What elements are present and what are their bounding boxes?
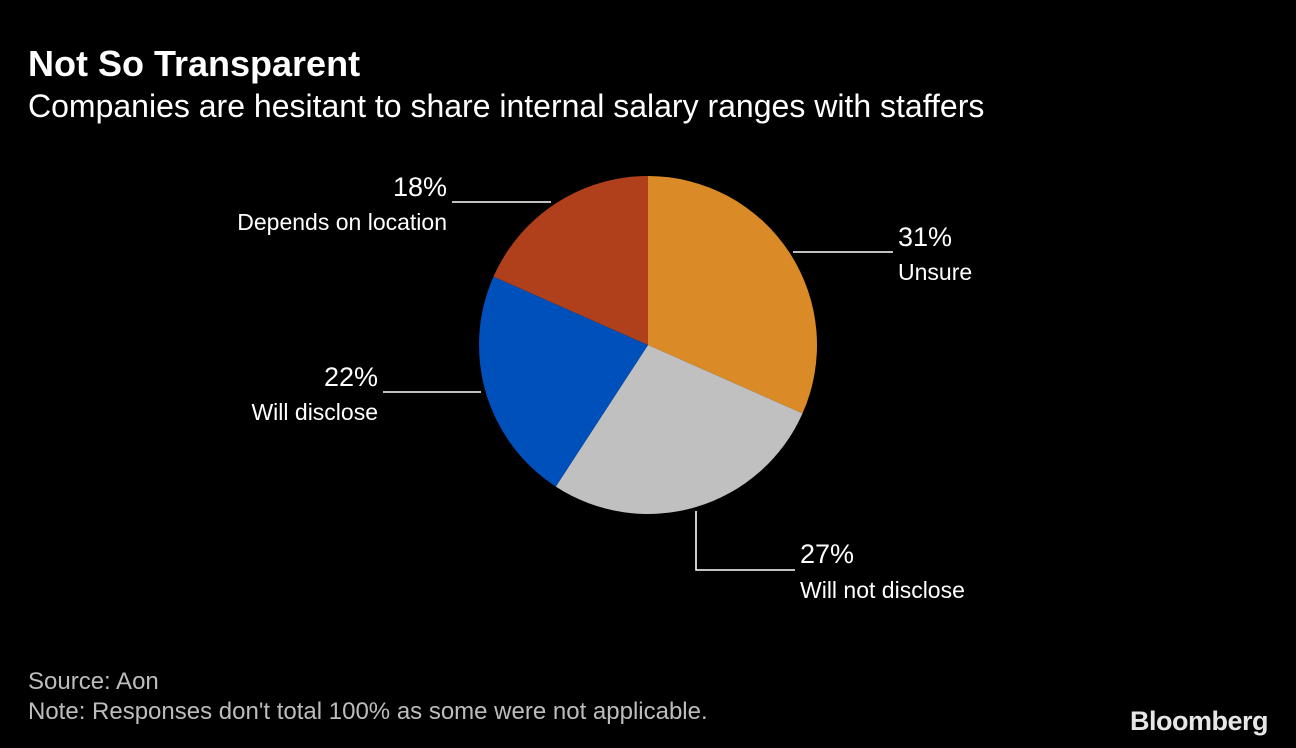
data-label-will-not-disclose: Will not disclose <box>800 577 965 603</box>
pie-slice-unsure <box>648 176 817 414</box>
data-label-will-not-disclose-value: 27% <box>800 539 854 569</box>
data-label-will-disclose-value: 22% <box>324 362 378 392</box>
data-label-will-disclose: Will disclose <box>251 399 378 425</box>
chart-subtitle: Companies are hesitant to share internal… <box>28 88 984 124</box>
data-label-unsure: Unsure <box>898 259 972 285</box>
pie-slice-will-not-disclose <box>555 345 803 514</box>
leader-line-will-not-disclose <box>695 511 795 571</box>
data-label-unsure-value: 31% <box>898 222 952 252</box>
pie-slices <box>478 176 817 514</box>
bloomberg-logo: Bloomberg <box>1130 706 1268 736</box>
source-note: Source: Aon <box>28 668 159 695</box>
pie-slice-will-disclose <box>478 276 648 487</box>
data-label-depends-on-location-value: 18% <box>393 172 447 202</box>
pie-slice-depends-on-location <box>493 176 648 345</box>
chart-title: Not So Transparent <box>28 43 360 84</box>
data-label-depends-on-location: Depends on location <box>237 209 447 235</box>
footnote: Note: Responses don't total 100% as some… <box>28 698 708 725</box>
